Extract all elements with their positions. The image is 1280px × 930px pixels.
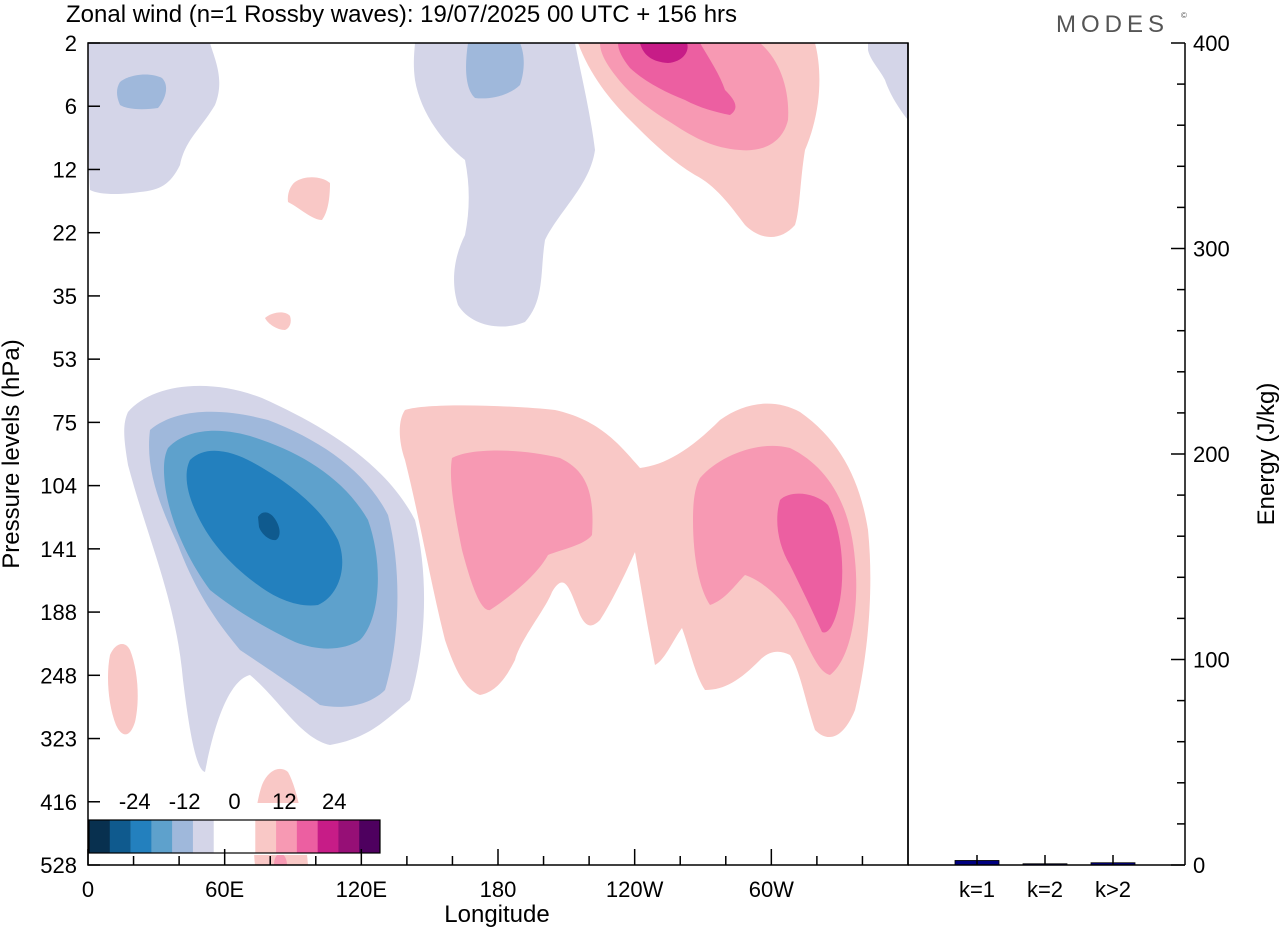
colorbar-tick-label: 12 bbox=[272, 789, 296, 814]
colorbar-tick-label: -12 bbox=[169, 789, 201, 814]
colorbar-swatch bbox=[234, 820, 256, 853]
colorbar-swatch bbox=[192, 820, 215, 853]
brand-mark: © bbox=[1181, 11, 1187, 20]
colorbar-frame bbox=[88, 819, 381, 854]
energy-tick-label: 100 bbox=[1193, 648, 1230, 673]
colorbar-swatch bbox=[338, 820, 360, 853]
contour-band-minus-5-upper-left bbox=[88, 43, 220, 195]
energy-axis-label: Energy (J/kg) bbox=[1253, 383, 1280, 526]
y-tick-label: 2 bbox=[65, 31, 77, 56]
colorbar-swatch bbox=[130, 820, 152, 853]
energy-tick-label: 400 bbox=[1193, 31, 1230, 56]
y-tick-label: 141 bbox=[40, 537, 77, 562]
energy-category-label: k=1 bbox=[959, 877, 995, 902]
energy-category-label: k=2 bbox=[1027, 877, 1063, 902]
colorbar-swatch bbox=[359, 820, 381, 853]
y-tick-label: 53 bbox=[53, 347, 77, 372]
x-axis-label: Longitude bbox=[444, 901, 549, 928]
contour-band-plus-15-upper-right bbox=[618, 43, 736, 115]
x-tick-label: 120W bbox=[606, 877, 664, 902]
x-tick-label: 0 bbox=[82, 877, 94, 902]
y-tick-label: 75 bbox=[53, 410, 77, 435]
contour-band-plus-15-east-pacific bbox=[777, 493, 843, 633]
colorbar-swatch bbox=[213, 820, 235, 853]
x-axis: 0 60E 120E 180 120W 60W bbox=[82, 849, 864, 902]
energy-panel: 0 100 200 300 400 k=1 k=2 k>2 bbox=[954, 31, 1230, 902]
y-tick-label: 528 bbox=[40, 853, 77, 878]
energy-tick-label: 0 bbox=[1193, 853, 1205, 878]
chart-title: Zonal wind (n=1 Rossby waves): 19/07/202… bbox=[66, 1, 737, 28]
colorbar-tick-label: 0 bbox=[228, 789, 240, 814]
contour-band-plus-20-upper-right bbox=[640, 43, 688, 63]
colorbar-swatch bbox=[317, 820, 339, 853]
colorbar-swatch bbox=[151, 820, 173, 853]
colorbar-tick-label: -24 bbox=[119, 789, 151, 814]
x-tick-label: 60E bbox=[205, 877, 244, 902]
colorbar-swatch bbox=[255, 820, 277, 853]
energy-tick-label: 300 bbox=[1193, 237, 1230, 262]
y-tick-label: 12 bbox=[53, 157, 77, 182]
brand-logo: MODES bbox=[1056, 11, 1169, 38]
colorbar-swatch bbox=[172, 820, 194, 853]
contour-band-minus-5-upper-middle bbox=[413, 43, 595, 327]
y-tick-label: 248 bbox=[40, 663, 77, 688]
contour-band-plus-5-blob-35hPa bbox=[265, 312, 291, 330]
x-tick-label: 60W bbox=[749, 877, 794, 902]
contour-band-minus-10-upper-middle bbox=[466, 43, 524, 99]
contour-band-plus-5-blob-22hPa bbox=[287, 177, 330, 220]
colorbar-swatch bbox=[276, 820, 298, 853]
y-axis: 2 6 12 22 35 53 75 104 141 188 248 323 416 528 bbox=[40, 31, 100, 878]
y-tick-label: 104 bbox=[40, 474, 77, 499]
contour-band-plus-5-blob-248hPa bbox=[108, 643, 138, 735]
contour-band-minus-25 bbox=[258, 512, 280, 541]
colorbar-swatch bbox=[109, 820, 131, 853]
y-axis-label: Pressure levels (hPa) bbox=[0, 339, 25, 568]
y-tick-label: 188 bbox=[40, 600, 77, 625]
colorbar-swatch bbox=[89, 820, 111, 853]
energy-category-label: k>2 bbox=[1095, 877, 1131, 902]
energy-tick-label: 200 bbox=[1193, 442, 1230, 467]
colorbar: -24 -12 0 12 24 bbox=[88, 789, 381, 855]
y-tick-label: 6 bbox=[65, 94, 77, 119]
colorbar-tick-label: 24 bbox=[322, 789, 346, 814]
x-tick-label: 120E bbox=[336, 877, 387, 902]
colorbar-swatch bbox=[296, 820, 318, 853]
y-tick-label: 22 bbox=[53, 221, 77, 246]
contour-field bbox=[88, 43, 908, 865]
y-tick-label: 323 bbox=[40, 727, 77, 752]
contour-band-plus-10-blob-bottom bbox=[274, 853, 287, 865]
contour-band-plus-10-dateline bbox=[450, 450, 593, 611]
y-tick-label: 416 bbox=[40, 790, 77, 815]
contour-band-minus-10-upper-left bbox=[117, 74, 167, 110]
contour-band-minus-5-top-right bbox=[868, 43, 908, 120]
x-tick-label: 180 bbox=[480, 877, 517, 902]
y-tick-label: 35 bbox=[53, 284, 77, 309]
